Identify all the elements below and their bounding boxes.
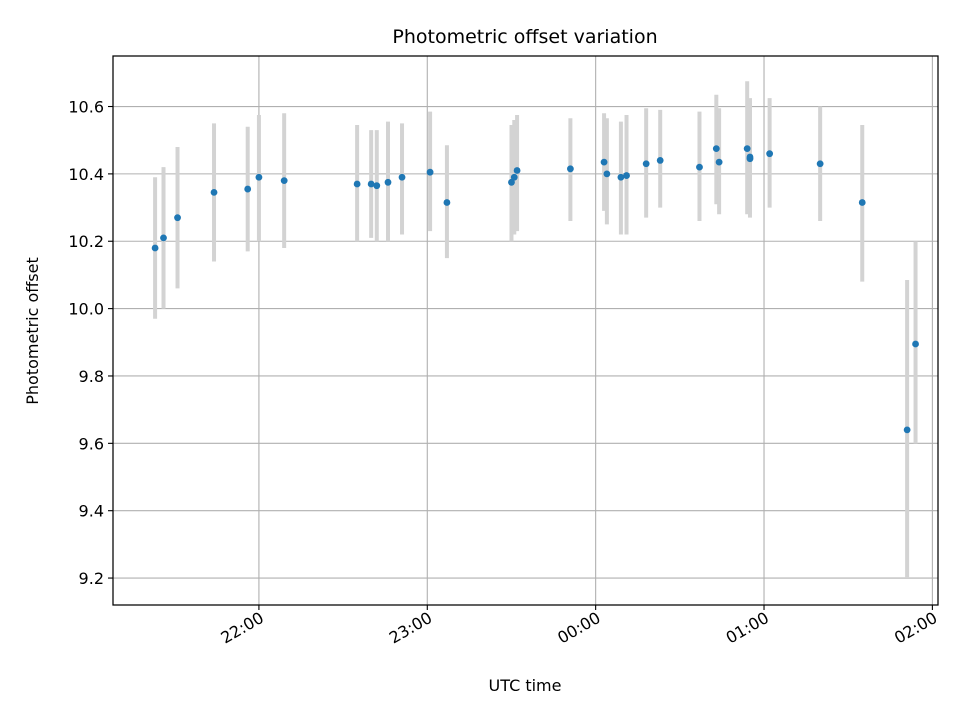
data-point xyxy=(367,180,375,188)
data-point xyxy=(160,234,167,242)
x-axis-title: UTC time xyxy=(489,676,562,695)
data-point xyxy=(384,178,392,186)
data-point xyxy=(398,173,406,181)
data-point xyxy=(858,199,866,206)
chart-title: Photometric offset variation xyxy=(392,26,657,48)
plot-frame xyxy=(112,55,939,606)
data-points xyxy=(151,145,919,434)
data-point xyxy=(443,199,451,206)
data-point xyxy=(766,150,774,158)
data-point xyxy=(373,182,381,190)
data-point xyxy=(712,145,720,153)
data-point xyxy=(656,157,664,164)
data-point xyxy=(715,158,723,166)
data-point xyxy=(746,155,754,163)
data-point xyxy=(743,145,751,153)
data-point xyxy=(696,163,703,171)
data-point xyxy=(816,160,824,168)
y-tick-label: 10.6 xyxy=(68,98,104,117)
grid xyxy=(113,56,938,605)
data-point xyxy=(600,158,608,166)
y-tick-label: 9.2 xyxy=(79,569,104,588)
data-point xyxy=(566,165,574,173)
data-point xyxy=(603,170,611,178)
data-point xyxy=(912,340,919,348)
y-axis-title: Photometric offset xyxy=(23,257,42,405)
y-tick-label: 10.0 xyxy=(68,300,104,319)
data-point xyxy=(280,177,288,185)
data-point xyxy=(244,185,252,193)
data-point xyxy=(623,172,630,179)
y-tick-label: 10.4 xyxy=(68,165,104,184)
data-point xyxy=(513,167,521,174)
y-tick-label: 10.2 xyxy=(68,232,104,251)
data-point xyxy=(353,180,361,188)
data-point xyxy=(174,214,181,222)
data-point xyxy=(617,173,625,181)
y-tick-label: 9.4 xyxy=(79,502,104,521)
data-point xyxy=(642,160,650,168)
y-tick-label: 9.8 xyxy=(79,367,104,386)
data-point xyxy=(903,426,911,434)
data-point xyxy=(210,189,218,196)
data-point xyxy=(510,173,518,181)
data-point xyxy=(255,173,263,181)
data-point xyxy=(151,244,159,252)
data-point xyxy=(426,168,434,176)
y-tick-label: 9.6 xyxy=(79,434,104,453)
data-point xyxy=(508,178,515,186)
